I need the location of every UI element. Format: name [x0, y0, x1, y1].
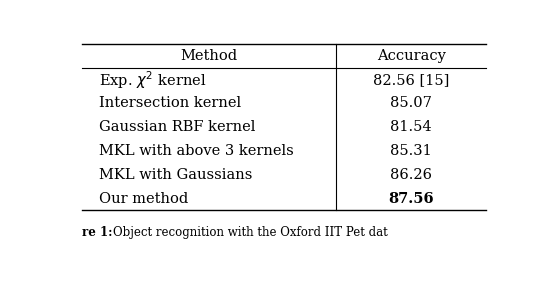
Text: Exp. $\chi^2$ kernel: Exp. $\chi^2$ kernel	[99, 69, 207, 91]
Text: Object recognition with the Oxford IIT Pet dat: Object recognition with the Oxford IIT P…	[113, 226, 388, 239]
Text: MKL with above 3 kernels: MKL with above 3 kernels	[99, 144, 294, 158]
Text: 85.31: 85.31	[390, 144, 432, 158]
Text: re 1:: re 1:	[82, 226, 117, 239]
Text: 85.07: 85.07	[390, 96, 432, 110]
Text: 81.54: 81.54	[390, 120, 432, 134]
Text: MKL with Gaussians: MKL with Gaussians	[99, 168, 253, 182]
Text: 82.56 [15]: 82.56 [15]	[373, 73, 449, 87]
Text: Our method: Our method	[99, 192, 188, 206]
Text: Intersection kernel: Intersection kernel	[99, 96, 242, 110]
Text: Method: Method	[181, 49, 238, 63]
Text: 87.56: 87.56	[388, 192, 434, 206]
Text: Gaussian RBF kernel: Gaussian RBF kernel	[99, 120, 256, 134]
Text: Accuracy: Accuracy	[377, 49, 445, 63]
Text: 86.26: 86.26	[390, 168, 432, 182]
